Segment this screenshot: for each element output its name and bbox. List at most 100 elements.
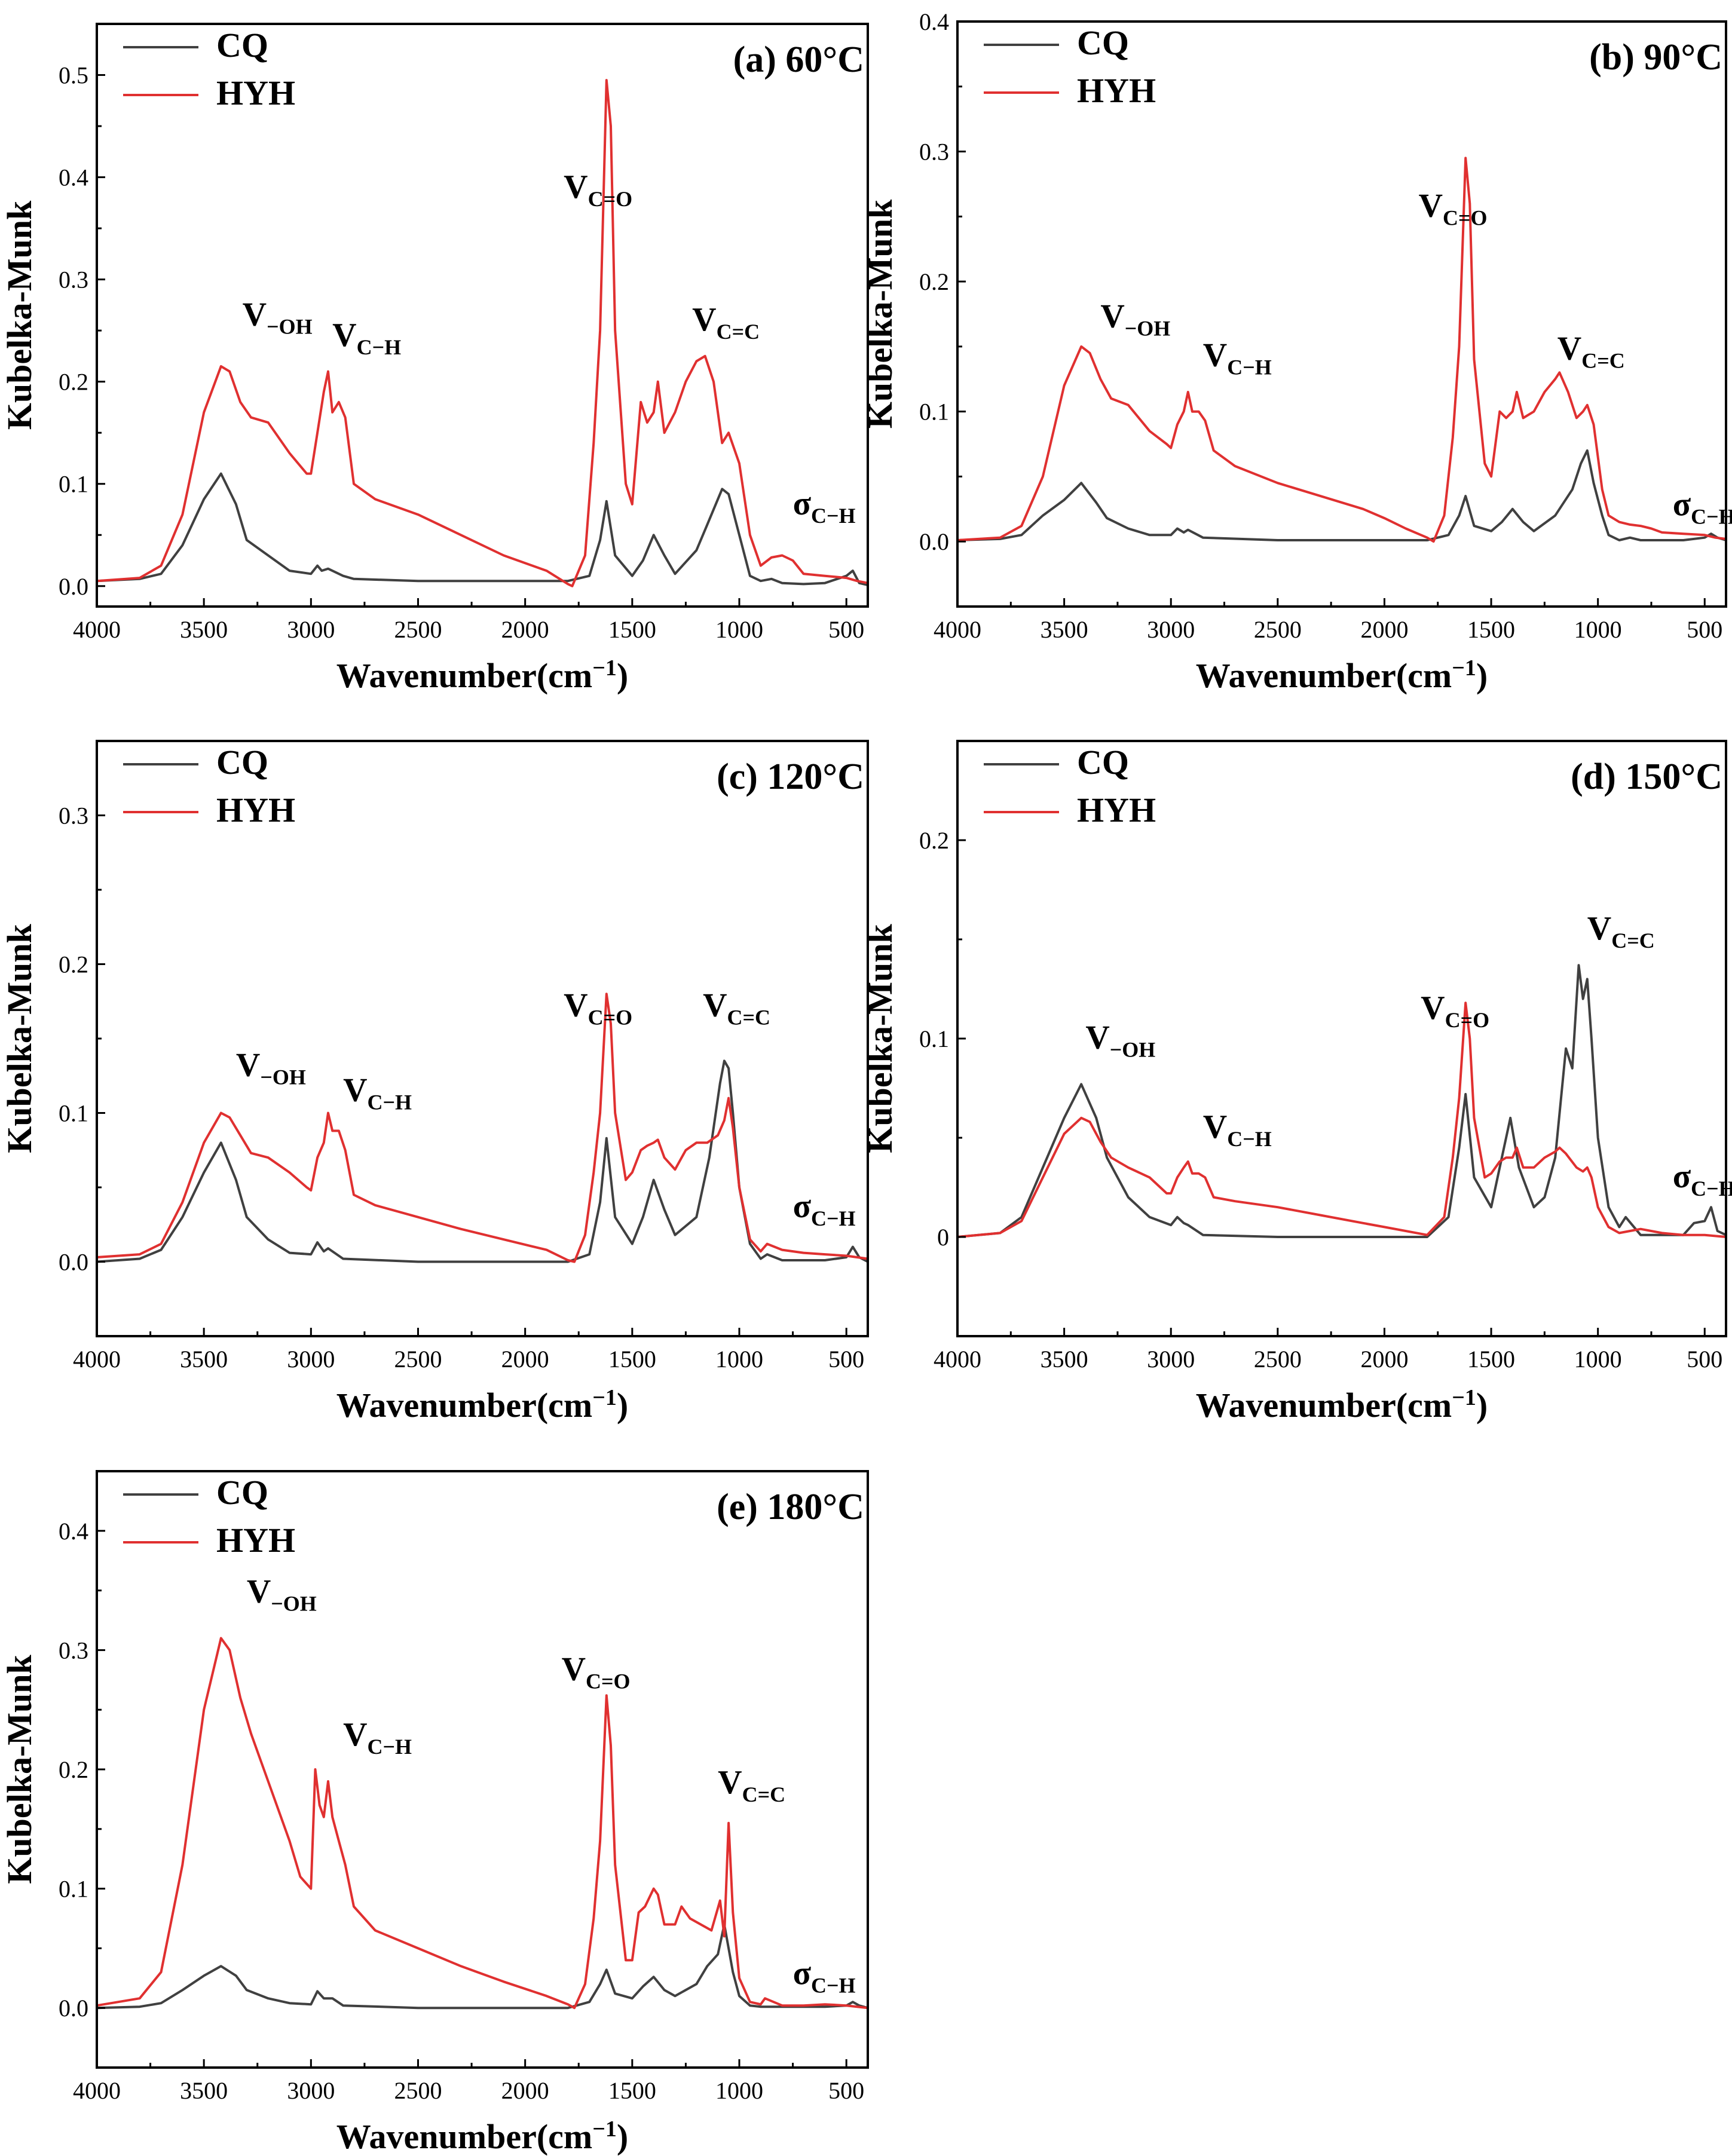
y-tick-label: 0.2: [59, 1756, 88, 1783]
legend-label-cq: CQ: [216, 1473, 268, 1512]
y-tick-label: 0.1: [59, 1100, 88, 1127]
y-axis-title: Kubelka-Munk: [861, 199, 899, 428]
y-tick-label: 0.2: [59, 951, 88, 978]
plot-frame: [96, 1470, 869, 2069]
y-axis-title: Kubelka-Munk: [0, 200, 39, 430]
x-tick-label: 2500: [394, 616, 442, 643]
legend-label-cq: CQ: [216, 743, 268, 782]
series-line-hyh: [96, 993, 868, 1263]
series-line-cq: [957, 449, 1727, 541]
y-tick-label: 0.2: [59, 369, 88, 396]
x-tick-label: 1500: [608, 616, 656, 643]
y-tick-label: 0.4: [919, 8, 949, 35]
peak-label-vch: VC−H: [1203, 1108, 1272, 1151]
legend-label-cq: CQ: [1077, 743, 1129, 782]
plot-frame: [956, 20, 1727, 608]
y-tick-label: 0.3: [59, 803, 88, 829]
peak-label-vco: VC=O: [1421, 990, 1489, 1032]
x-tick-label: 1000: [715, 1346, 763, 1373]
x-tick-label: 3500: [180, 2077, 228, 2104]
series-line-hyh: [96, 79, 868, 587]
x-tick-label: 2000: [501, 1346, 549, 1373]
peak-label-vch: VC−H: [1203, 337, 1272, 379]
peak-label-vch: VC−H: [343, 1072, 412, 1114]
y-axis-title: Kubelka-Munk: [0, 923, 39, 1153]
peak-label-vco: VC=O: [564, 987, 632, 1030]
x-tick-label: 4000: [934, 616, 981, 643]
panel-title: (b) 90°C: [1589, 37, 1722, 78]
panel-title: (a) 60°C: [733, 39, 864, 80]
x-tick-label: 500: [828, 2077, 864, 2104]
peak-label-vch: VC−H: [343, 1716, 412, 1759]
peak-label-sch: σC−H: [1673, 1158, 1732, 1200]
series-line-cq: [96, 1059, 868, 1263]
x-tick-label: 2000: [501, 2077, 549, 2104]
series-line-hyh: [957, 157, 1727, 543]
x-tick-label: 4000: [73, 616, 121, 643]
peak-label-voh: V−OH: [1085, 1019, 1155, 1062]
x-tick-label: 2500: [394, 1346, 442, 1373]
x-tick-label: 500: [828, 1346, 864, 1373]
x-tick-label: 1000: [1574, 616, 1622, 643]
y-tick-label: 0.1: [59, 471, 88, 498]
y-tick-label: 0.3: [59, 1637, 88, 1664]
legend-label-cq: CQ: [216, 26, 268, 65]
series-line-cq: [96, 1923, 868, 2010]
x-axis-title: Wavenumber(cm−1): [336, 2117, 628, 2156]
x-tick-label: 3000: [1147, 616, 1195, 643]
x-tick-label: 2000: [501, 616, 549, 643]
legend-label-hyh: HYH: [1077, 71, 1156, 110]
peak-label-vco: VC=O: [564, 169, 632, 211]
peak-label-sch: σC−H: [793, 1188, 856, 1230]
peak-label-vcc: VC=C: [703, 987, 770, 1030]
y-tick-label: 0.2: [919, 827, 949, 854]
legend-label-hyh: HYH: [1077, 791, 1156, 829]
peak-label-vch: VC−H: [332, 317, 401, 359]
x-axis-title: Wavenumber(cm−1): [1196, 1385, 1488, 1425]
x-tick-label: 2000: [1360, 616, 1408, 643]
x-tick-label: 3500: [1041, 616, 1088, 643]
x-tick-label: 3500: [180, 616, 228, 643]
peak-label-vco: VC=O: [1419, 187, 1488, 229]
x-axis-title: Wavenumber(cm−1): [336, 1385, 628, 1425]
y-tick-label: 0.3: [919, 139, 949, 166]
chart-panel-d: 4000 3500 3000 2500 2000 1500 1000 500 0 0.1 0.2 Wa…: [861, 740, 1732, 1425]
peak-label-voh: V−OH: [247, 1573, 317, 1616]
x-tick-label: 1500: [1467, 1346, 1515, 1373]
peak-label-vcc: VC=C: [692, 301, 760, 344]
peak-label-sch: σC−H: [793, 485, 856, 528]
x-tick-label: 3500: [180, 1346, 228, 1373]
x-tick-label: 3000: [1147, 1346, 1195, 1373]
panel-title: (e) 180°C: [717, 1487, 864, 1527]
x-tick-label: 3000: [287, 616, 335, 643]
peak-label-voh: V−OH: [243, 296, 313, 339]
series-line-hyh: [957, 1002, 1727, 1238]
peak-label-sch: σC−H: [793, 1955, 856, 1997]
x-tick-label: 4000: [73, 1346, 121, 1373]
y-tick-label: 0.0: [59, 1995, 88, 2022]
chart-panel-c: 4000 3500 3000 2500 2000 1500 1000 500 0.0 0.1 0.2…: [0, 740, 869, 1425]
x-tick-label: 500: [828, 616, 864, 643]
x-tick-label: 1000: [1574, 1346, 1622, 1373]
panel-title: (c) 120°C: [717, 757, 864, 797]
y-tick-label: 0: [937, 1224, 949, 1251]
x-tick-label: 2500: [394, 2077, 442, 2104]
x-tick-label: 2000: [1360, 1346, 1408, 1373]
panel-title: (d) 150°C: [1571, 757, 1722, 797]
y-tick-label: 0.5: [59, 62, 88, 89]
series-line-hyh: [96, 1637, 868, 2010]
x-tick-label: 1500: [608, 2077, 656, 2104]
chart-panel-a: 4000 3500 3000 2500 2000 1500 1000 500 0.0 0.1 0.2…: [0, 23, 869, 695]
peak-label-vcc: VC=C: [1587, 910, 1655, 953]
legend-label-cq: CQ: [1077, 23, 1129, 62]
y-tick-label: 0.0: [919, 528, 949, 555]
x-tick-label: 1000: [715, 2077, 763, 2104]
x-tick-label: 4000: [934, 1346, 981, 1373]
x-tick-label: 4000: [73, 2077, 121, 2104]
x-axis-title: Wavenumber(cm−1): [1196, 656, 1488, 695]
legend-label-hyh: HYH: [216, 791, 295, 829]
peak-label-vcc: VC=C: [718, 1764, 785, 1806]
chart-panel-b: 4000 3500 3000 2500 2000 1500 1000 500 0.0 0.1 0.2…: [861, 8, 1732, 695]
series-line-cq: [957, 964, 1727, 1238]
